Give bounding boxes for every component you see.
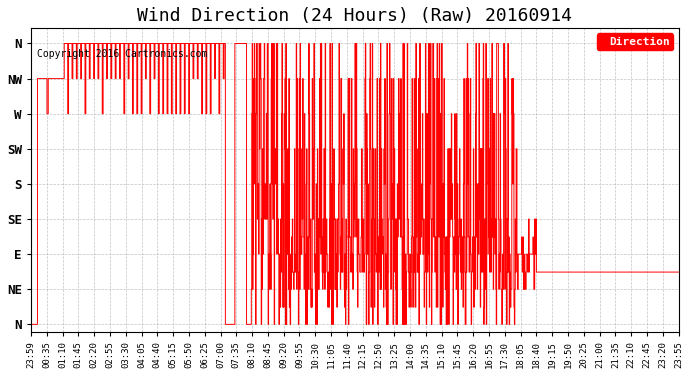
- Legend: Direction: Direction: [597, 33, 673, 50]
- Title: Wind Direction (24 Hours) (Raw) 20160914: Wind Direction (24 Hours) (Raw) 20160914: [137, 7, 572, 25]
- Text: Copyright 2016 Cartronics.com: Copyright 2016 Cartronics.com: [37, 49, 208, 59]
